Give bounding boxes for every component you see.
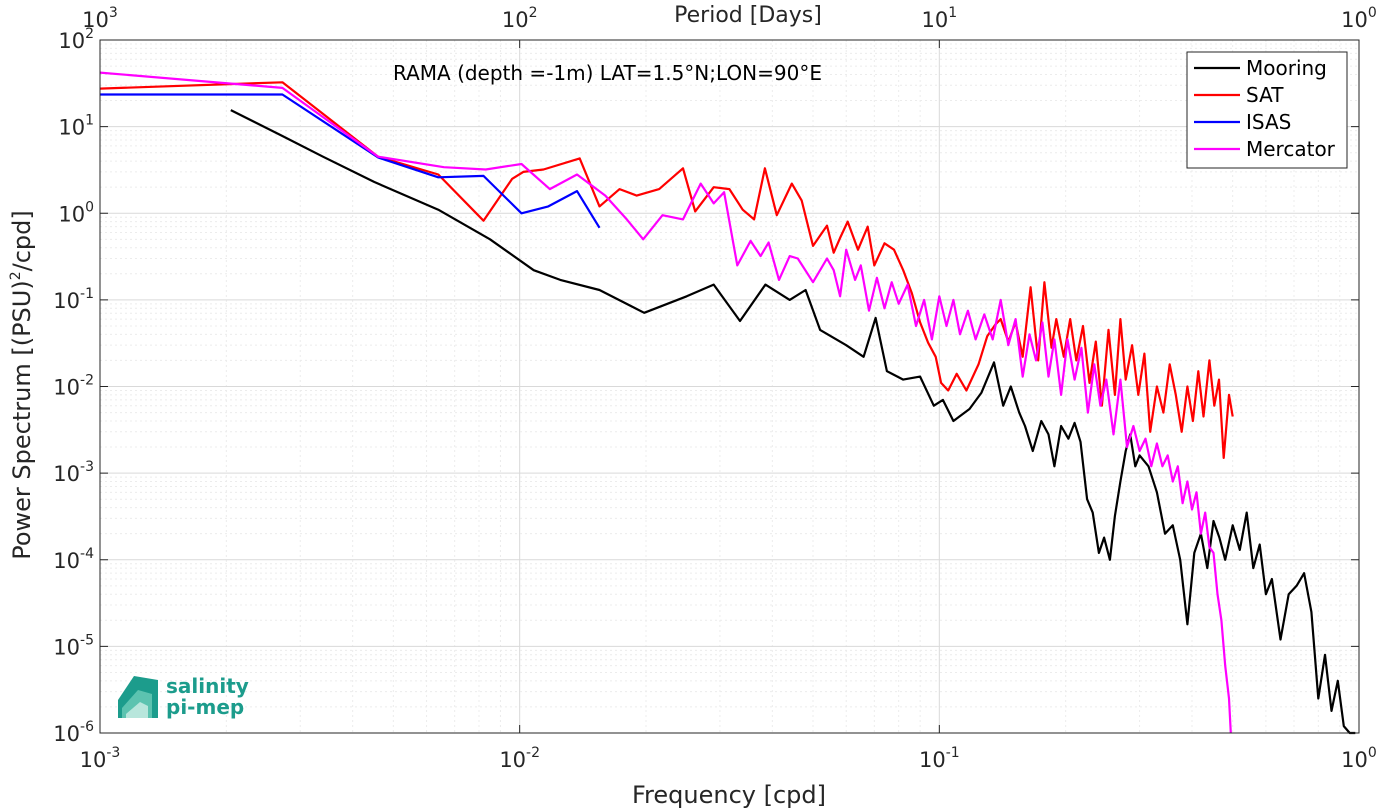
logo: salinity pi-mep — [118, 674, 249, 719]
y-tick-label: 10-6 — [53, 719, 94, 746]
top-tick-label: 102 — [502, 5, 538, 32]
y-tick-label: 10-1 — [53, 286, 94, 313]
series-line-sat — [99, 81, 1234, 459]
y-tick-label: 10-3 — [53, 459, 94, 486]
series-line-isas — [100, 93, 601, 229]
y-tick-label: 102 — [58, 26, 94, 53]
logo-text-pimep: pi-mep — [166, 695, 244, 719]
y-tick-label: 10-2 — [53, 373, 94, 400]
legend-label-sat: SAT — [1246, 83, 1284, 107]
x-tick-label: 10-3 — [80, 745, 121, 772]
y-tick-label: 100 — [58, 199, 94, 226]
y-tick-label: 101 — [58, 113, 94, 140]
top-axis-label: Period [Days] — [674, 3, 822, 28]
top-tick-label: 100 — [1341, 5, 1377, 32]
series-line-mooring — [230, 109, 1356, 735]
top-tick-label: 103 — [82, 5, 118, 32]
y-tick-label: 10-5 — [53, 632, 94, 659]
legend-label-mercator: Mercator — [1246, 137, 1336, 161]
legend-label-isas: ISAS — [1246, 110, 1291, 134]
x-tick-label: 10-1 — [919, 745, 960, 772]
y-tick-label: 10-4 — [53, 546, 94, 573]
logo-text-salinity: salinity — [166, 674, 249, 698]
x-tick-label: 100 — [1341, 745, 1377, 772]
legend: Mooring SAT ISAS Mercator — [1186, 51, 1348, 169]
logo-icon — [118, 676, 158, 718]
plot-lines — [99, 71, 1356, 735]
station-annotation: RAMA (depth =-1m) LAT=1.5°N;LON=90°E — [393, 61, 822, 85]
series-line-mercator — [99, 71, 1232, 734]
legend-label-mooring: Mooring — [1246, 56, 1327, 80]
y-axis-label: Power Spectrum [(PSU)2/cpd] — [8, 210, 36, 560]
x-axis-label: Frequency [cpd] — [632, 781, 826, 809]
x-tick-label: 10-2 — [499, 745, 540, 772]
top-tick-label: 101 — [922, 5, 958, 32]
